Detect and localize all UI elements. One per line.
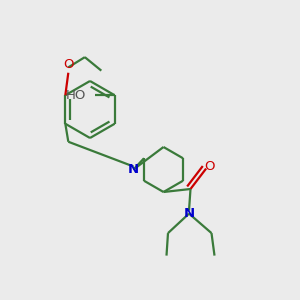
Text: N: N [128,163,139,176]
Text: N: N [183,207,195,220]
Text: O: O [63,58,74,71]
Text: HO: HO [66,89,86,102]
Text: O: O [205,160,215,173]
